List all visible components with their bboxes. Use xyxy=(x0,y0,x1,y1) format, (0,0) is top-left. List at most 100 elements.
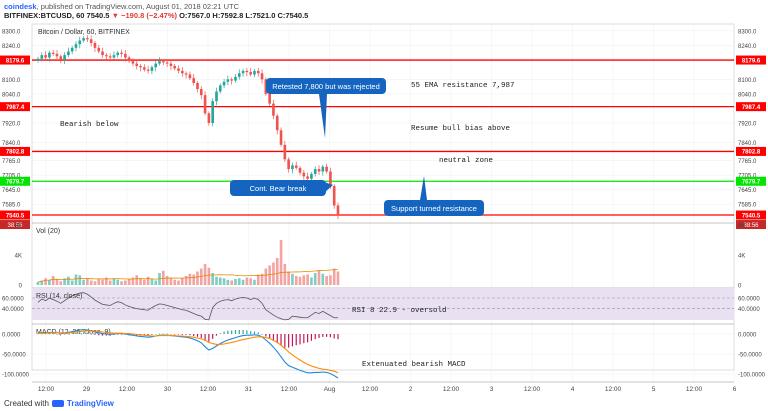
volume-bar xyxy=(44,278,47,285)
tradingview-logo-icon[interactable] xyxy=(51,399,64,407)
macd-bearish-note: Extenuated bearish MACD xyxy=(362,361,466,369)
volume-bar xyxy=(336,271,340,285)
macd-histogram-bar xyxy=(314,334,316,340)
macd-histogram-bar xyxy=(284,334,286,348)
macd-histogram-bar xyxy=(208,334,210,342)
macd-histogram-bar xyxy=(177,334,180,335)
macd-histogram-bar xyxy=(246,330,248,334)
time-tick-label: 12:00 xyxy=(200,386,217,393)
volume-bar xyxy=(199,268,203,285)
macd-histogram-bar xyxy=(310,334,313,341)
author-name[interactable]: coindesk xyxy=(4,2,37,11)
volume-bar xyxy=(36,282,40,285)
volume-bar xyxy=(268,265,271,285)
candle-body xyxy=(237,73,241,77)
volume-bar xyxy=(245,277,249,285)
volume-bar xyxy=(207,267,211,285)
volume-bar xyxy=(70,280,74,285)
time-tick-label: 12:00 xyxy=(605,386,622,393)
created-with-text: Created with xyxy=(4,399,49,408)
trading-chart[interactable]: Bitcoin / Dollar, 60, BITFINEX 8300.0 824… xyxy=(0,22,768,396)
annotations-layer[interactable]: Retested 7,800 but was rejected 55 EMA r… xyxy=(60,78,515,216)
macd-histogram-bar xyxy=(185,334,187,335)
volume-bar xyxy=(310,277,313,285)
macd-histogram-bar xyxy=(303,334,305,344)
macd-histogram-bar xyxy=(253,331,256,334)
macd-histogram-bar xyxy=(337,334,339,340)
level-label-left-box xyxy=(0,176,30,186)
volume-bar xyxy=(230,280,233,285)
candle-body xyxy=(241,70,245,74)
macd-histogram-bar xyxy=(269,334,271,339)
volume-bar xyxy=(317,270,321,285)
time-tick-label: 31 xyxy=(245,386,253,393)
candle-body xyxy=(211,101,214,123)
candle-body xyxy=(222,81,226,86)
volume-tick-label-right: 0 xyxy=(738,284,742,290)
rsi-tick-label-left: 60.0000 xyxy=(2,297,24,303)
candle-body xyxy=(177,68,180,71)
macd-histogram-bar xyxy=(82,332,85,334)
volume-bar xyxy=(184,276,188,285)
price-tick-label-right: 7705.0 xyxy=(738,174,757,180)
macd-histogram-bar xyxy=(326,334,328,337)
volume-bar xyxy=(283,264,287,285)
volume-bar xyxy=(192,274,196,285)
callout-retest-box[interactable] xyxy=(266,78,386,94)
macd-histogram-bar xyxy=(120,334,123,335)
price-tick-label-right: 7840.0 xyxy=(738,141,757,147)
callout-support-box[interactable] xyxy=(384,200,484,216)
volume-bar xyxy=(241,279,245,285)
macd-histogram-bar xyxy=(288,334,290,348)
candle-body xyxy=(272,103,275,116)
candle-body xyxy=(336,205,340,216)
candle-body xyxy=(279,130,283,145)
ohlc-values: O:7567.0 H:7592.8 L:7521.0 C:7540.5 xyxy=(179,11,309,20)
volume-bar xyxy=(124,280,127,285)
volume-tick-label-right: 4K xyxy=(738,254,745,260)
volume-tick-label-left: 4K xyxy=(15,254,22,260)
macd-histogram-bar xyxy=(234,330,237,334)
volume-bar xyxy=(154,280,158,285)
signal-line xyxy=(37,330,339,374)
candle-body xyxy=(264,79,268,94)
change-arrow-icon: ▼ xyxy=(111,11,120,20)
level-label-right-box xyxy=(736,146,766,156)
candle-body xyxy=(135,63,139,67)
rsi-tick-label-left: 40.0000 xyxy=(2,307,24,313)
volume-bar xyxy=(329,275,332,285)
volume-bar xyxy=(169,278,173,285)
volume-tick-label-left: 0 xyxy=(19,284,23,290)
volume-bar xyxy=(196,271,199,285)
candle-body xyxy=(192,78,196,83)
horizontal-levels[interactable] xyxy=(32,59,734,216)
candle-body xyxy=(313,169,317,174)
level-label-left: 7679.7 xyxy=(6,180,25,186)
volume-bar xyxy=(127,279,131,285)
macd-histogram-bar xyxy=(318,334,320,338)
candle-body xyxy=(74,44,78,48)
candle-body xyxy=(218,85,222,92)
volume-bar xyxy=(86,278,89,285)
countdown-label-left-box xyxy=(0,220,30,230)
candle-body xyxy=(329,171,332,187)
candle-body xyxy=(116,52,120,56)
price-change: −190.8 (−2.47%) xyxy=(121,11,177,20)
tradingview-brand[interactable]: TradingView xyxy=(66,399,114,408)
time-tick-label: 29 xyxy=(83,386,91,393)
macd-histogram-bar xyxy=(52,333,54,335)
callout-bear-break-box[interactable] xyxy=(230,180,326,196)
price-tick-label-left: 7645.0 xyxy=(2,188,21,194)
candle-body xyxy=(215,91,218,102)
countdown-label-right: 38:56 xyxy=(743,223,759,229)
volume-bar xyxy=(203,264,207,285)
volume-bar xyxy=(275,258,279,285)
countdown-label-left: 38:56 xyxy=(7,223,23,229)
candle-body xyxy=(253,70,256,75)
macd-histogram-bar xyxy=(299,334,301,345)
candle-body xyxy=(180,70,184,74)
macd-histogram-bar xyxy=(63,334,66,335)
footer: Created with TradingView xyxy=(0,396,768,411)
neutral-zone-note: neutral zone xyxy=(439,157,493,165)
level-label-left-box xyxy=(0,55,30,65)
